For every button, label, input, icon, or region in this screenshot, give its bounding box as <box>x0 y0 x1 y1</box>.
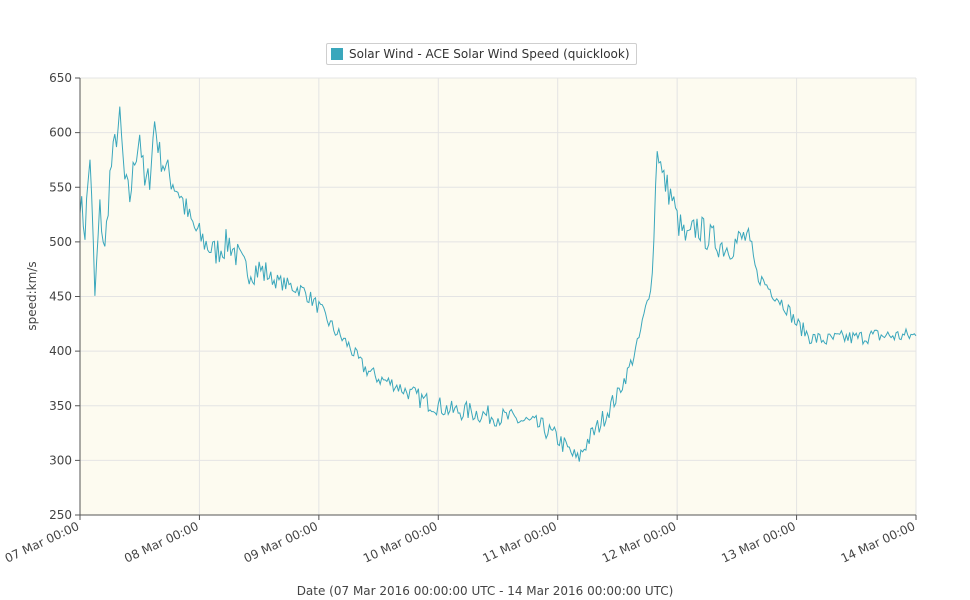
x-tick-label: 09 Mar 00:00 <box>242 519 321 566</box>
y-tick-label: 400 <box>49 344 72 358</box>
x-axis-label: Date (07 Mar 2016 00:00:00 UTC - 14 Mar … <box>296 584 674 598</box>
x-tick-label: 14 Mar 00:00 <box>839 519 918 566</box>
x-tick-label: 13 Mar 00:00 <box>719 519 798 566</box>
x-tick-label: 10 Mar 00:00 <box>361 519 440 566</box>
legend-label: Solar Wind - ACE Solar Wind Speed (quick… <box>349 47 630 61</box>
x-tick-label: 11 Mar 00:00 <box>480 519 559 566</box>
legend[interactable]: Solar Wind - ACE Solar Wind Speed (quick… <box>326 43 637 65</box>
y-tick-label: 500 <box>49 235 72 249</box>
x-tick-label: 12 Mar 00:00 <box>600 519 679 566</box>
y-axis-ticks: 250 300 350 400 450 500 550 600 650 <box>49 71 80 522</box>
x-axis-ticks: 07 Mar 00:00 08 Mar 00:00 09 Mar 00:00 10 M… <box>3 515 918 566</box>
y-tick-label: 550 <box>49 180 72 194</box>
y-tick-label: 250 <box>49 508 72 522</box>
x-tick-label: 07 Mar 00:00 <box>3 519 82 566</box>
y-tick-label: 450 <box>49 290 72 304</box>
y-tick-label: 350 <box>49 399 72 413</box>
y-tick-label: 600 <box>49 126 72 140</box>
y-tick-label: 300 <box>49 453 72 467</box>
series-line <box>79 106 917 462</box>
legend-swatch <box>331 48 343 60</box>
y-tick-label: 650 <box>49 71 72 85</box>
y-axis-label: speed:km/s <box>25 261 39 331</box>
x-tick-label: 08 Mar 00:00 <box>122 519 201 566</box>
